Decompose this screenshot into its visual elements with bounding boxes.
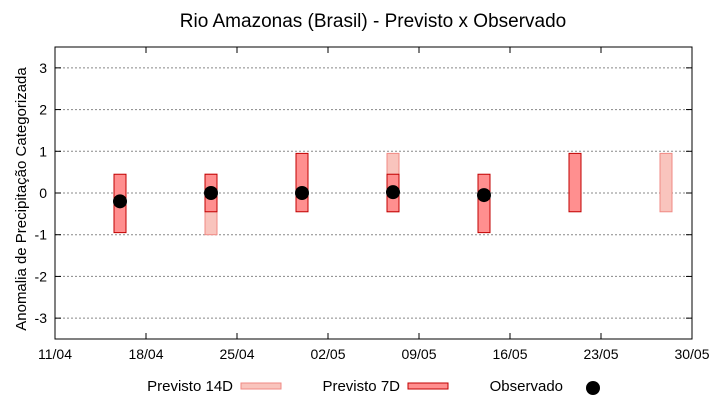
- legend-14d-swatch: [240, 382, 282, 390]
- axis-ticks: -3 -2 -1 0 1 2 3 11/04 18/04 25/04 02/05 09/05 16/05…: [35, 47, 710, 362]
- chart-title: Rio Amazonas (Brasil) - Previsto x Obser…: [180, 11, 566, 32]
- legend-7d-swatch: [407, 382, 449, 390]
- observed-point: [295, 186, 309, 200]
- legend-observed-label: Observado: [490, 378, 563, 395]
- x-tick-label: 02/05: [310, 346, 345, 362]
- x-tick-label: 23/05: [583, 346, 618, 362]
- y-tick-label: -3: [35, 310, 48, 326]
- legend-observed-swatch: [586, 381, 600, 395]
- legend-7d-label: Previsto 7D: [322, 378, 400, 395]
- x-tick-label: 11/04: [38, 346, 72, 362]
- x-tick-label: 09/05: [401, 346, 436, 362]
- observed-point: [204, 186, 218, 200]
- observed-points: [113, 185, 491, 209]
- observed-point: [477, 188, 491, 203]
- grid: [55, 67, 692, 319]
- y-tick-label: 1: [39, 143, 47, 159]
- y-tick-label: -1: [35, 227, 48, 243]
- legend-14d-label: Previsto 14D: [147, 378, 233, 395]
- x-tick-label: 30/05: [674, 346, 709, 362]
- forecast-7d-bar: [295, 152, 309, 213]
- y-tick-label: -2: [35, 268, 48, 284]
- legend: Previsto 14D Previsto 7D Observado: [147, 378, 600, 395]
- y-axis-label: Anomalia de Precipitação Categorizada: [13, 67, 30, 331]
- y-tick-label: 2: [39, 102, 47, 118]
- x-tick-label: 18/04: [128, 346, 163, 362]
- forecast-7d-bar: [568, 152, 582, 213]
- observed-point: [113, 194, 127, 209]
- forecast-7d-bar: [477, 173, 491, 234]
- observed-point: [386, 185, 400, 200]
- y-tick-label: 3: [39, 60, 47, 76]
- x-tick-label: 16/05: [492, 346, 527, 362]
- x-tick-label: 25/04: [219, 346, 254, 362]
- forecast-14d-bar: [659, 152, 673, 213]
- y-tick-label: 0: [39, 185, 47, 201]
